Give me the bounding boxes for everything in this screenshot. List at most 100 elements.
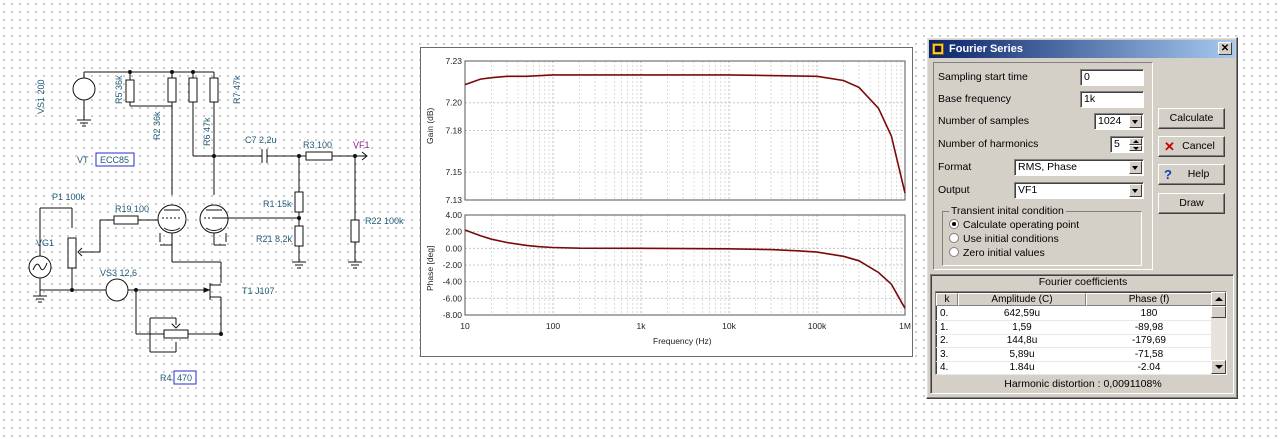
table-row[interactable]: 0. 642,59u 180 (936, 307, 1212, 321)
phase-y-tick-label: -4.00 (443, 277, 463, 287)
radio-calculate-operating-point[interactable]: Calculate operating point (949, 219, 1079, 231)
stepper-buttons[interactable] (1129, 138, 1142, 151)
gain-grid (464, 60, 905, 201)
c7-label: C7 2,2u (245, 135, 277, 145)
base-frequency-label: Base frequency (938, 93, 1011, 105)
number-of-harmonics-label: Number of harmonics (938, 138, 1039, 150)
cell-amplitude: 144,8u (1006, 335, 1038, 346)
chevron-down-icon[interactable] (1129, 145, 1142, 151)
cell-amplitude: 1.84u (1009, 362, 1035, 373)
help-button[interactable]: ? Help (1158, 164, 1225, 185)
cell-k: 0. (940, 308, 949, 319)
tube-prefix-label: VT (77, 155, 89, 165)
phase-y-tick-label: 2.00 (445, 227, 462, 237)
format-label: Format (938, 161, 972, 173)
cell-phase: -179,69 (1132, 335, 1166, 346)
gain-axis-label: Gain (dB) (425, 107, 435, 144)
table-row[interactable]: 2. 144,8u -179,69 (936, 334, 1212, 348)
fourier-series-dialog[interactable]: ▦ Fourier Series ✕ Sampling start time 0… (926, 37, 1238, 399)
x-tick-label: 10 (460, 321, 470, 331)
scroll-up-icon[interactable] (1211, 292, 1226, 306)
transient-condition-group: Transient inital condition Calculate ope… (942, 205, 1142, 266)
cell-amplitude: 642,59u (1003, 308, 1041, 319)
phase-y-tick-label: -8.00 (443, 310, 463, 320)
t1-label: T1 J107 (242, 286, 275, 296)
sampling-start-label: Sampling start time (938, 71, 1028, 83)
calculate-button[interactable]: Calculate (1158, 108, 1225, 129)
cell-k: 1. (940, 321, 949, 333)
gain-y-tick-label: 7.15 (445, 167, 462, 177)
gain-y-tick-label: 7.13 (445, 195, 462, 205)
cell-phase: -2.04 (1137, 362, 1161, 373)
number-of-harmonics-stepper[interactable]: 5 (1110, 136, 1144, 153)
vg1-label: VG1 (36, 238, 54, 248)
format-select[interactable]: RMS, Phase (1014, 159, 1144, 176)
cell-amplitude: 1,59 (1012, 321, 1032, 333)
coefficients-title: Fourier coefficients (1038, 276, 1128, 288)
radio-zero-initial-values[interactable]: Zero initial values (949, 247, 1045, 259)
output-value: VF1 (1018, 184, 1038, 196)
output-select[interactable]: VF1 (1014, 182, 1144, 199)
table-scrollbar[interactable] (1211, 292, 1226, 374)
coefficients-table[interactable]: k Amplitude (C) Phase (f) 0. 642,59u 180 1.… (935, 291, 1227, 375)
r3-label: R3 100 (303, 140, 332, 150)
gain-curve (464, 74, 906, 194)
parameters-group: Sampling start time 0 Base frequency 1k … (933, 62, 1153, 270)
phase-curve (464, 229, 906, 309)
scroll-down-icon[interactable] (1211, 360, 1226, 374)
cancel-button[interactable]: ✕ Cancel (1158, 136, 1225, 157)
radio-use-initial-conditions[interactable]: Use initial conditions (949, 233, 1059, 245)
gain-y-ticks: 7.23 7.20 7.18 7.15 7.13 (445, 56, 462, 205)
chevron-down-icon[interactable] (1129, 184, 1142, 197)
circuit-schematic[interactable]: VS1 200 R5 36k R2 36k R6 47k R7 47k VT E… (0, 0, 420, 439)
radio-label: Use initial conditions (963, 233, 1059, 245)
radio-icon[interactable] (949, 247, 959, 257)
r21-label: R21 8,2k (256, 234, 293, 244)
column-header-amplitude[interactable]: Amplitude (C) (958, 293, 1086, 306)
table-row[interactable]: 1. 1,59 -89,98 (936, 321, 1212, 335)
cell-phase: -89,98 (1134, 321, 1164, 333)
harmonic-distortion-value: 0,0091108% (1103, 378, 1162, 390)
dialog-title: Fourier Series (949, 43, 1023, 55)
number-of-samples-select[interactable]: 1024 (1094, 113, 1144, 130)
phase-axis-label: Phase [deg] (425, 246, 435, 291)
gain-plot-frame (464, 60, 906, 201)
x-ticks: 10 100 1k 10k 100k 1M (460, 321, 911, 331)
harmonic-distortion-row: Harmonic distortion : 0,0091108% (931, 378, 1235, 390)
cancel-x-icon: ✕ (1164, 139, 1175, 154)
close-icon[interactable]: ✕ (1218, 42, 1232, 55)
radio-icon[interactable] (949, 233, 959, 243)
r19-label: R19 100 (115, 204, 149, 214)
phase-y-ticks: 4.00 2.00 0.00 -2.00 -4.00 -6.00 -8.00 (443, 210, 463, 320)
chevron-down-icon[interactable] (1129, 115, 1142, 128)
chevron-down-icon[interactable] (1129, 161, 1142, 174)
cell-phase: 180 (1140, 308, 1158, 319)
vf1-label: VF1 (353, 140, 370, 150)
table-row[interactable]: 4. 1.84u -2.04 (936, 361, 1212, 375)
r2-label: R2 36k (152, 111, 162, 140)
column-header-phase[interactable]: Phase (f) (1086, 293, 1212, 306)
cell-k: 2. (940, 335, 949, 346)
r7-label: R7 47k (232, 75, 242, 104)
gain-y-tick-label: 7.18 (445, 126, 462, 136)
scroll-thumb[interactable] (1211, 306, 1226, 318)
r6-label: R6 47k (202, 117, 212, 146)
base-frequency-input[interactable]: 1k (1080, 91, 1144, 108)
fourier-coefficients-panel: Fourier coefficients k Amplitude (C) Pha… (930, 274, 1234, 394)
column-header-k[interactable]: k (936, 293, 958, 306)
radio-selected-icon[interactable] (949, 219, 959, 229)
chevron-up-icon[interactable] (1129, 138, 1142, 145)
vs3-label: VS3 12,6 (100, 268, 137, 278)
draw-button[interactable]: Draw (1158, 193, 1225, 214)
r4-label: R4 (160, 373, 172, 383)
phase-grid (464, 214, 905, 316)
dialog-title-bar[interactable]: ▦ Fourier Series ✕ (929, 40, 1235, 58)
r1-label: R1 15k (263, 199, 292, 209)
cell-amplitude: 5,89u (1009, 348, 1035, 360)
harmonic-distortion-label: Harmonic distortion : (1004, 378, 1101, 390)
format-value: RMS, Phase (1018, 161, 1077, 173)
table-row[interactable]: 3. 5,89u -71,58 (936, 348, 1212, 362)
bode-plot-window[interactable]: 7.23 7.20 7.18 7.15 7.13 4.00 2.00 0.00 -2.00 -4… (420, 47, 913, 357)
p1-label: P1 100k (52, 192, 86, 202)
sampling-start-input[interactable]: 0 (1080, 69, 1144, 86)
